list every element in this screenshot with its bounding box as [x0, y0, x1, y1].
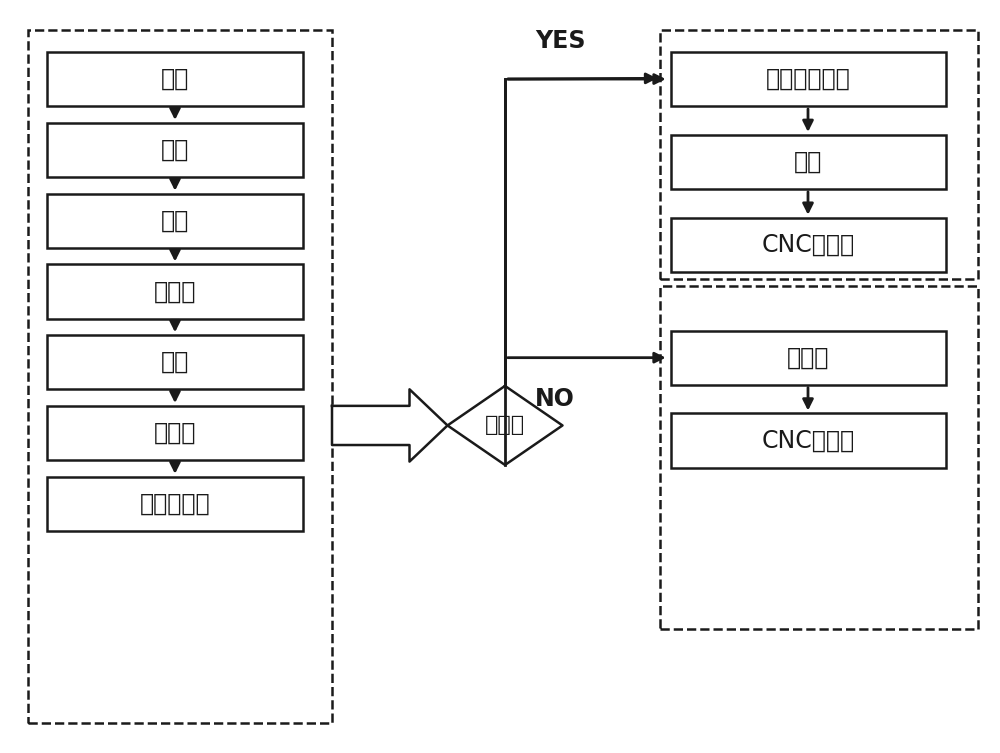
Text: 酸洗: 酸洗	[794, 150, 822, 174]
Bar	[47, 52, 302, 106]
Bar	[47, 477, 302, 531]
Bar	[47, 123, 302, 177]
Bar	[47, 264, 302, 319]
Bar	[47, 194, 302, 248]
Text: CNC机加工: CNC机加工	[761, 233, 855, 257]
Bar	[671, 135, 946, 189]
Text: NO: NO	[535, 387, 575, 411]
Bar	[660, 30, 978, 279]
Text: 冷墓复合挤: 冷墓复合挤	[140, 492, 210, 516]
Bar	[660, 286, 978, 629]
Text: 热处理: 热处理	[485, 416, 525, 435]
Text: 固溶时效处理: 固溶时效处理	[766, 67, 850, 91]
Bar	[47, 406, 302, 460]
Text: 热涂敝: 热涂敝	[154, 279, 196, 303]
Polygon shape	[332, 389, 448, 462]
Text: 热涂敝: 热涂敝	[154, 421, 196, 445]
Bar	[47, 335, 302, 389]
Text: 抛丸: 抛丸	[161, 209, 189, 233]
Polygon shape	[448, 386, 562, 465]
Bar	[671, 218, 946, 272]
Text: 退火: 退火	[161, 138, 189, 162]
Text: YES: YES	[535, 29, 586, 53]
Text: 下料: 下料	[161, 67, 189, 91]
Bar	[671, 413, 946, 468]
Text: CNC机加工: CNC机加工	[761, 428, 855, 453]
Bar	[671, 52, 946, 106]
Bar	[28, 30, 332, 723]
Text: 充型: 充型	[161, 350, 189, 374]
Bar	[671, 331, 946, 385]
Text: 热水洗: 热水洗	[787, 346, 829, 370]
